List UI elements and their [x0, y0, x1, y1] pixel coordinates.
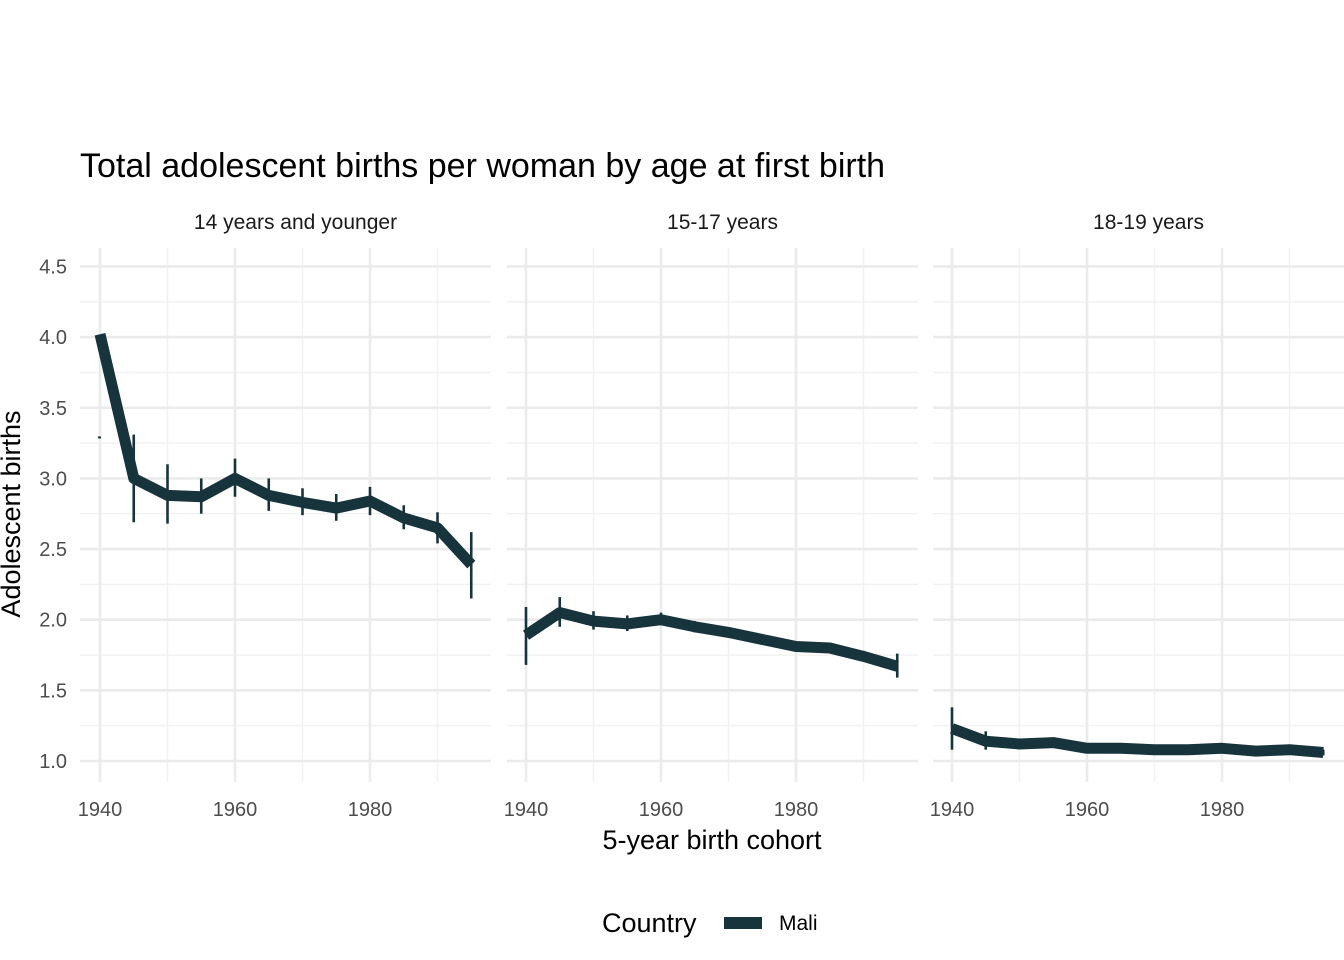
data-point [526, 635, 527, 636]
x-tick-label: 1960 [639, 799, 684, 821]
x-tick-label: 1960 [1065, 799, 1110, 821]
data-point [593, 621, 594, 622]
data-point [627, 623, 628, 624]
chart-title: Total adolescent births per woman by age… [80, 147, 885, 185]
data-point [1222, 748, 1223, 749]
data-point [1289, 749, 1290, 750]
x-tick-label: 1980 [774, 799, 819, 821]
y-tick-label: 1.5 [39, 680, 67, 702]
data-point [1019, 744, 1020, 745]
data-point [302, 502, 303, 503]
y-tick-label: 2.0 [39, 610, 67, 632]
y-tick-label: 3.0 [39, 468, 67, 490]
series-line-mali [950, 723, 1324, 758]
legend: Country Mali [602, 908, 818, 938]
data-point [370, 501, 371, 502]
data-point [403, 517, 404, 518]
data-point [1323, 752, 1324, 753]
panel-3: 18-19 years 1940 1960 1980 [930, 211, 1344, 821]
data-point [1154, 749, 1155, 750]
data-point [694, 626, 695, 627]
x-tick-label: 1940 [930, 799, 975, 821]
data-point [1255, 751, 1256, 752]
data-point [762, 639, 763, 640]
data-point [728, 632, 729, 633]
data-point [268, 495, 269, 496]
data-point [167, 495, 168, 496]
panel-1: 14 years and younger 1940 1960 1980 1.0 1.5 2.… [39, 211, 491, 821]
data-point [100, 334, 101, 335]
y-axis-title: Adolescent births [0, 410, 26, 617]
data-point [1053, 742, 1054, 743]
data-point [1120, 748, 1121, 749]
data-point [829, 647, 830, 648]
y-tick-label: 1.0 [39, 751, 67, 773]
data-point [796, 646, 797, 647]
data-point [437, 527, 438, 528]
facet-label-1: 14 years and younger [194, 211, 397, 234]
legend-key-mali [724, 917, 762, 929]
x-tick-label: 1980 [348, 799, 393, 821]
legend-label-mali: Mali [779, 912, 818, 935]
x-tick-label: 1940 [78, 799, 123, 821]
legend-title: Country [602, 908, 697, 938]
facet-label-2: 15-17 years [667, 211, 778, 234]
facet-label-3: 18-19 years [1093, 211, 1204, 234]
panel-2: 15-17 years 1940 1960 1980 [504, 211, 918, 821]
data-point [1087, 748, 1088, 749]
series-line-mali [522, 607, 899, 672]
data-point [235, 478, 236, 479]
y-tick-label: 4.0 [39, 327, 67, 349]
y-tick-label: 2.5 [39, 539, 67, 561]
y-tick-label: 3.5 [39, 398, 67, 420]
x-tick-label: 1960 [213, 799, 258, 821]
chart-panels: 14 years and younger 1940 1960 1980 1.0 1.5 2.… [39, 211, 1344, 821]
data-point [1188, 749, 1189, 750]
series-line-mali [94, 333, 476, 569]
x-tick-label: 1980 [1200, 799, 1245, 821]
data-point [863, 656, 864, 657]
data-point [336, 508, 337, 509]
data-point [201, 496, 202, 497]
data-point [133, 478, 134, 479]
x-tick-label: 1940 [504, 799, 549, 821]
y-tick-label: 4.5 [39, 256, 67, 278]
data-point [897, 666, 898, 667]
data-point [952, 728, 953, 729]
data-point [559, 612, 560, 613]
data-point [661, 619, 662, 620]
x-axis-title: 5-year birth cohort [602, 825, 822, 855]
data-point [985, 741, 986, 742]
data-point [471, 564, 472, 565]
